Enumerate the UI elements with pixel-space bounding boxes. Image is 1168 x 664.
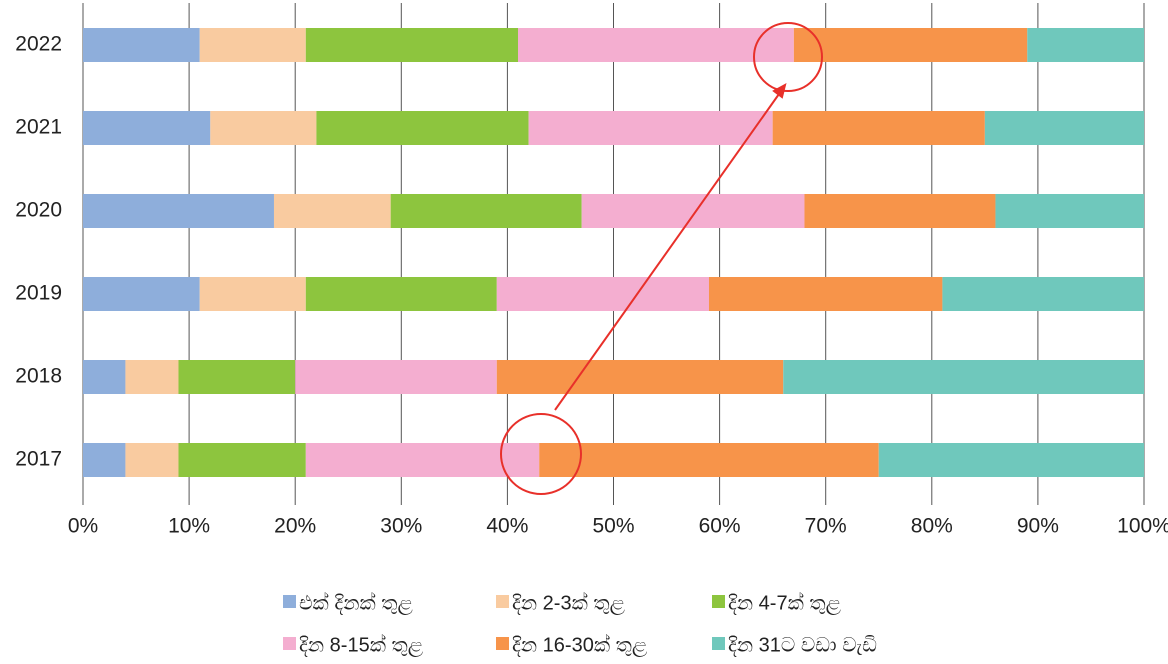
x-tick-label: 10% — [168, 515, 210, 538]
bar-segment — [125, 443, 179, 477]
legend-label: දින 4-7ක් තුළ — [728, 591, 841, 615]
y-tick-label: 2022 — [15, 33, 62, 56]
x-tick-label: 50% — [592, 515, 634, 538]
x-tick-label: 60% — [699, 515, 741, 538]
bar-segment — [210, 111, 317, 145]
x-tick-label: 30% — [380, 515, 422, 538]
bar-segment — [772, 111, 985, 145]
bar-segment — [518, 28, 794, 62]
bar-segment — [83, 111, 211, 145]
bar-segment — [539, 443, 879, 477]
highlight-circle — [500, 413, 582, 495]
bar-segment — [305, 443, 540, 477]
bar-segment — [390, 194, 582, 228]
bar-segment — [305, 277, 497, 311]
arrow-head — [772, 83, 787, 99]
legend-swatch — [712, 637, 725, 650]
bar-segment — [178, 443, 306, 477]
bar-segment — [199, 28, 306, 62]
legend-swatch — [283, 595, 296, 608]
x-tick-label: 90% — [1017, 515, 1059, 538]
arrow-line — [554, 93, 780, 411]
highlight-circle — [753, 22, 823, 92]
bar-segment — [83, 28, 200, 62]
bars — [83, 28, 1144, 477]
bar-segment — [1027, 28, 1144, 62]
y-tick-label: 2020 — [15, 199, 62, 222]
x-tick-label: 0% — [68, 515, 98, 538]
bar-segment — [581, 194, 805, 228]
legend-label: දින 16-30ක් තුළ — [512, 633, 647, 657]
legend-label: දින 31ට වඩා වැඩි — [728, 634, 877, 656]
bar-segment — [984, 111, 1144, 145]
x-tick-label: 100% — [1117, 515, 1168, 538]
bar-segment — [942, 277, 1144, 311]
x-tick-label: 70% — [805, 515, 847, 538]
bar-segment — [783, 360, 1144, 394]
bar-segment — [83, 360, 126, 394]
bar-segment — [83, 194, 274, 228]
legend-swatch — [496, 637, 509, 650]
x-tick-label: 80% — [911, 515, 953, 538]
bar-segment — [316, 111, 529, 145]
labels: 0% 10% 20% 30% 40% 50% 60% 70% 80% 90% 100% 2022 202… — [15, 33, 1168, 538]
legend: එක් දිනක් තුළ දින 2-3ක් තුළ දින 4-7ක් තුළ ද… — [283, 591, 877, 657]
bar-segment — [83, 443, 126, 477]
bar-segment — [496, 360, 784, 394]
legend-label: එක් දිනක් තුළ — [299, 591, 413, 615]
bar-segment — [125, 360, 179, 394]
bar-segment — [708, 277, 943, 311]
bar-segment — [273, 194, 391, 228]
bar-segment — [878, 443, 1144, 477]
bar-segment — [804, 194, 996, 228]
legend-swatch — [712, 595, 725, 608]
bar-segment — [995, 194, 1144, 228]
x-tick-label: 40% — [486, 515, 528, 538]
y-tick-label: 2021 — [15, 116, 62, 139]
annotation — [500, 22, 823, 495]
legend-label: දින 2-3ක් තුළ — [512, 591, 625, 615]
legend-swatch — [283, 637, 296, 650]
bar-segment — [305, 28, 519, 62]
bar-segment — [528, 111, 773, 145]
grid — [82, 3, 1145, 505]
legend-label: දින 8-15ක් තුළ — [299, 633, 423, 657]
bar-segment — [83, 277, 200, 311]
y-tick-label: 2018 — [15, 365, 62, 388]
y-tick-label: 2017 — [15, 448, 62, 471]
bar-segment — [199, 277, 306, 311]
bar-segment — [496, 277, 709, 311]
bar-segment — [295, 360, 497, 394]
legend-swatch — [496, 595, 509, 608]
bar-segment — [793, 28, 1028, 62]
bar-segment — [178, 360, 296, 394]
y-tick-label: 2019 — [15, 282, 62, 305]
x-tick-label: 20% — [274, 515, 316, 538]
